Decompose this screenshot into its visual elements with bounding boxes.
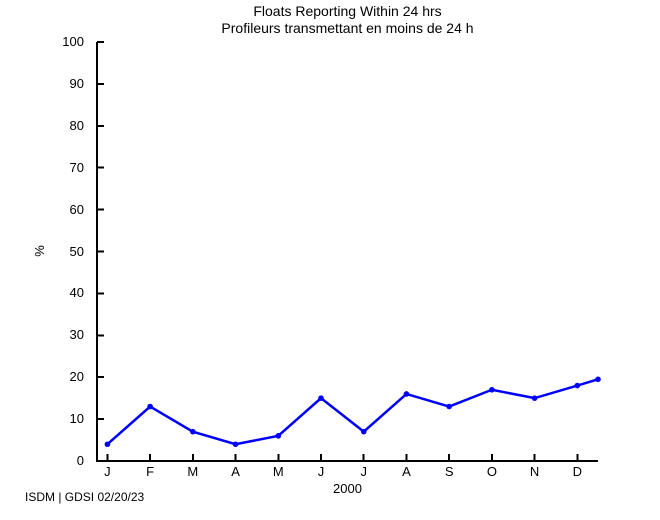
data-point-marker <box>147 403 153 410</box>
x-tick-label: A <box>402 464 411 479</box>
x-tick-label: D <box>572 464 582 479</box>
x-tick-label: M <box>272 464 284 479</box>
x-tick-label: J <box>104 464 111 479</box>
data-point-marker <box>275 433 282 439</box>
data-point-marker <box>232 441 239 448</box>
y-tick-label: 40 <box>69 285 84 301</box>
x-tick-label: N <box>529 464 540 479</box>
data-line <box>106 378 599 446</box>
y-tick-label: 30 <box>69 327 84 343</box>
x-tick-label: O <box>486 464 497 479</box>
data-point-marker <box>489 386 495 393</box>
data-point-marker <box>574 382 581 389</box>
chart-title-block: Floats Reporting Within 24 hrs Profileur… <box>97 3 598 37</box>
data-point-marker <box>360 428 367 435</box>
data-point-marker <box>190 428 196 435</box>
y-tick-label: 0 <box>76 453 84 468</box>
data-point-marker <box>595 376 601 383</box>
x-axis-year-label: 2000 <box>333 481 362 496</box>
data-point-marker <box>446 403 452 410</box>
x-tick-label: S <box>444 464 454 479</box>
data-point-marker <box>403 391 410 397</box>
y-tick-label: 20 <box>69 369 84 385</box>
x-tick-label: A <box>231 464 240 479</box>
y-tick-label: 100 <box>62 34 84 49</box>
chart-subtitle: Profileurs transmettant en moins de 24 h <box>221 20 474 36</box>
y-tick-label: 90 <box>69 75 84 91</box>
y-tick-label: 10 <box>69 411 84 427</box>
chart-title: Floats Reporting Within 24 hrs <box>253 3 442 19</box>
x-tick-label: M <box>187 464 199 479</box>
y-tick-label: 50 <box>69 243 84 259</box>
axis-lines <box>96 42 598 462</box>
data-point-marker <box>318 395 324 401</box>
x-tick-label: J <box>317 464 325 479</box>
data-point-marker <box>104 441 111 448</box>
y-tick-label: 80 <box>69 117 84 133</box>
data-point-marker <box>531 395 538 401</box>
y-tick-label: 70 <box>69 159 84 175</box>
x-tick-label: F <box>146 464 155 479</box>
y-tick-label: 60 <box>69 201 84 217</box>
x-tick-label: J <box>360 464 367 479</box>
footer-credit: ISDM | GDSI 02/20/23 <box>25 490 145 504</box>
